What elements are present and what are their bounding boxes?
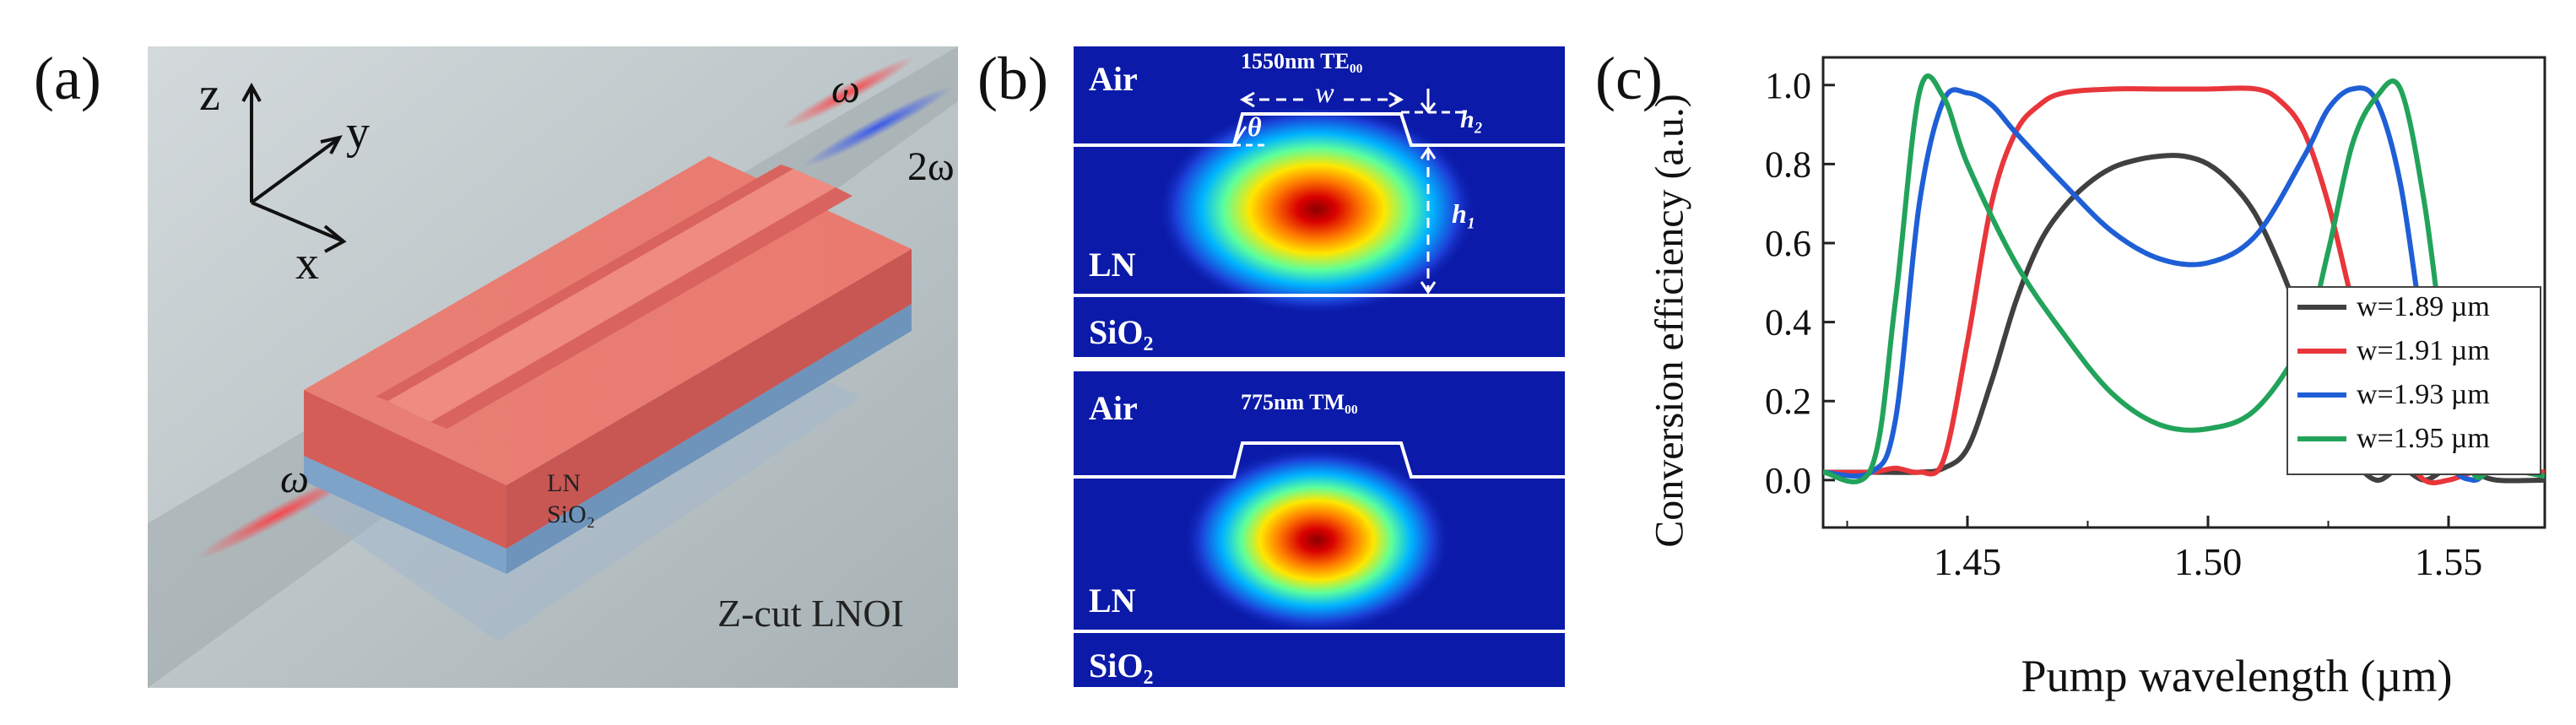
series-line-4	[1823, 73, 2545, 484]
mode-bottom-air-label: Air	[1089, 389, 1138, 427]
chart-y-axis-label: Conversion efficiency (a.u.)	[1647, 94, 1692, 548]
two-omega-label: 2ω	[907, 144, 955, 189]
mode-top-h1-label: h₁	[1452, 198, 1476, 229]
x-tick-label: 1.45	[1934, 540, 2002, 583]
mode-top-w-label: w	[1310, 78, 1339, 110]
mode-bottom-ln-label: LN	[1089, 582, 1136, 619]
mode-top-sio2-label: SiO₂	[1089, 313, 1154, 351]
omega-bottom-label: ω	[280, 457, 309, 501]
legend-entry: w=1.93 µm	[2357, 379, 2490, 410]
plot-frame	[1821, 56, 2546, 529]
ln-layer-label: LN	[547, 469, 581, 497]
chart-x-axis-label: Pump wavelength (µm)	[2021, 651, 2453, 701]
y-tick-label: 0.4	[1765, 302, 1811, 344]
axis-label-x: x	[295, 237, 319, 289]
legend-entry: w=1.91 µm	[2357, 335, 2490, 366]
caption-zcut-lnoi: Z-cut LNOI	[717, 592, 904, 635]
mode-bottom-sio2-label: SiO₂	[1089, 647, 1154, 684]
mode-top-theta-label: θ	[1247, 111, 1262, 142]
omega-top-label: ω	[831, 67, 860, 111]
y-tick-label: 0.8	[1765, 143, 1811, 185]
y-tick-label: 1.0	[1765, 65, 1811, 106]
x-tick-label: 1.50	[2174, 540, 2243, 583]
mode-top-ln-label: LN	[1089, 246, 1136, 284]
y-tick-label: 0.6	[1765, 223, 1811, 264]
y-tick-label: 0.0	[1765, 460, 1811, 501]
axis-label-y: y	[346, 106, 370, 159]
mode-top-h2-label: h₂	[1460, 106, 1484, 133]
legend-box	[2286, 286, 2541, 475]
panel-label-c: (c)	[1595, 45, 1663, 112]
mode-bottom-mode-label: 775nm TM₀₀	[1241, 390, 1358, 414]
axis-label-z: z	[199, 68, 220, 121]
legend-entry: w=1.89 µm	[2357, 291, 2490, 322]
mode-top-mode-label: 1550nm TE₀₀	[1241, 49, 1363, 73]
panel-label-b: (b)	[977, 45, 1048, 112]
legend-entry: w=1.95 µm	[2357, 423, 2490, 454]
mode-top-air-label: Air	[1089, 60, 1138, 98]
panel-label-a: (a)	[34, 45, 101, 112]
y-tick-label: 0.2	[1765, 381, 1811, 422]
x-tick-label: 1.55	[2415, 540, 2483, 583]
sio2-layer-label: SiO₂	[547, 500, 596, 528]
